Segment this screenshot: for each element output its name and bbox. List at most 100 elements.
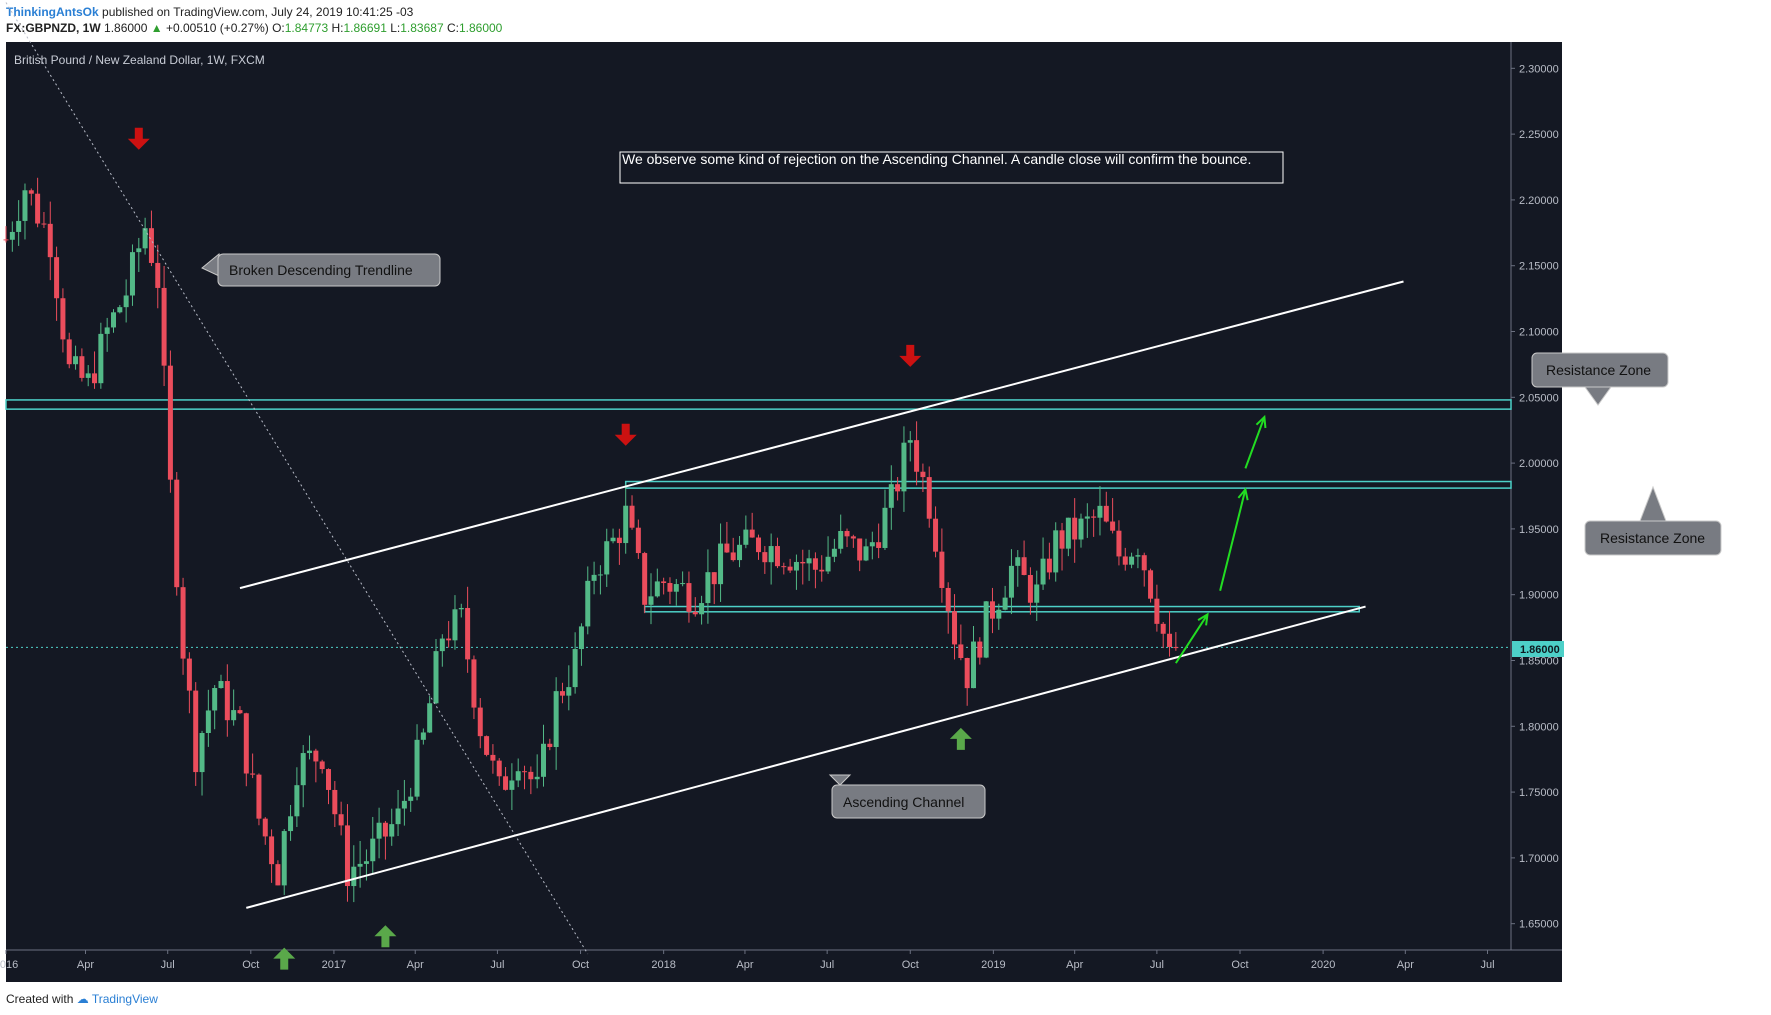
candle-body (869, 542, 875, 547)
time-tick-label: Jul (1480, 959, 1494, 971)
candle-body (1148, 570, 1154, 599)
candle-body (28, 190, 34, 194)
candle-body (876, 542, 882, 548)
candle-body (142, 228, 148, 249)
candle-body (793, 561, 799, 571)
time-tick-label: Oct (902, 959, 919, 971)
note-text-wrap: We observe some kind of rejection on the… (622, 152, 1251, 166)
time-axis[interactable]: 2016 Apr Jul Oct 2017 Apr Jul Oct 2018 Apr Jul Oct 2… (0, 950, 1495, 971)
candle-body (420, 732, 426, 740)
candle-body (895, 484, 901, 492)
candle-body (1078, 518, 1084, 540)
candle-body (825, 556, 831, 572)
candle-body (578, 626, 584, 650)
candle-body (907, 440, 913, 443)
candle-body (1129, 556, 1135, 565)
candle-body (193, 690, 199, 773)
time-tick-label: 2017 (322, 959, 346, 971)
red-down-arrow-icon (899, 344, 922, 367)
candle-body (186, 658, 192, 691)
candle-body (427, 703, 433, 733)
candle-body (300, 753, 306, 786)
candle-body (711, 572, 717, 585)
candle-body (161, 287, 167, 366)
callout-resistance-zone-2[interactable]: Resistance Zone (1584, 485, 1722, 556)
candle-body (129, 252, 135, 296)
candle-body (199, 733, 205, 773)
candle-body (1103, 505, 1109, 522)
candle-body (1084, 516, 1090, 519)
candle-body (357, 863, 363, 867)
drawings-layer (5, 2, 1404, 955)
price-change: +0.00510 (+0.27%) (165, 21, 269, 35)
high-label: H: (331, 21, 344, 35)
red-down-arrow-icon (127, 127, 150, 150)
candle-body (686, 583, 692, 612)
candle-body (888, 484, 894, 508)
candle-body (774, 546, 780, 567)
chart-title: British Pound / New Zealand Dollar, 1W, … (14, 53, 265, 67)
candle-body (167, 365, 173, 480)
time-tick-label: 2019 (981, 959, 1005, 971)
candle-body (1015, 557, 1021, 566)
candle-body (566, 687, 572, 696)
candle-body (484, 736, 490, 755)
high-value: 1.86691 (343, 21, 387, 35)
candle-body (35, 193, 41, 224)
candle-body (996, 609, 1002, 619)
red-down-arrow-icon (614, 423, 637, 446)
last-price-tag-text: 1.86000 (1520, 644, 1560, 656)
price-tick-label: 2.05000 (1519, 392, 1559, 404)
candle-body (326, 769, 331, 790)
candle-body (1002, 597, 1008, 610)
callout-broken-trendline[interactable]: Broken Descending Trendline (201, 252, 441, 287)
candle-body (60, 298, 66, 340)
callout-ascending-channel[interactable]: Ascending Channel (828, 774, 986, 819)
candle-body (604, 541, 610, 575)
callout-ascending-channel-text: Ascending Channel (843, 794, 964, 810)
candle-body (1154, 598, 1160, 624)
tradingview-link[interactable]: TradingView (91, 992, 158, 1006)
candle-body (1173, 647, 1179, 649)
candle-body (452, 609, 458, 641)
candle-body (629, 505, 635, 528)
candle-body (1008, 565, 1014, 598)
candle-body (667, 583, 673, 592)
candle-body (743, 529, 749, 545)
price-tick-label: 1.65000 (1519, 919, 1559, 931)
candle-body (47, 223, 53, 258)
candle-body (1046, 558, 1052, 573)
candle-body (1135, 555, 1141, 557)
candle-body (559, 691, 565, 696)
green-up-arrow-icon (949, 727, 972, 750)
tradingview-logo-icon[interactable]: ☁ (76, 992, 89, 1006)
candle-body (1072, 517, 1078, 540)
callout-resistance-zone-2-text: Resistance Zone (1600, 530, 1705, 546)
candle-body (496, 760, 502, 777)
candle-body (433, 651, 439, 704)
price-axis[interactable]: 1.65000 1.70000 1.75000 1.80000 1.85000 1.900… (1511, 63, 1559, 931)
callout-resistance-zone-1[interactable]: Resistance Zone (1531, 352, 1669, 406)
price-tick-label: 1.85000 (1519, 655, 1559, 667)
candle-body (477, 707, 483, 737)
candle-body (73, 356, 79, 365)
candle-body (148, 228, 154, 263)
candle-body (1110, 521, 1116, 531)
author-link[interactable]: ThinkingAntsOk (6, 5, 99, 19)
time-tick-label: 2020 (1311, 959, 1335, 971)
candle-body (977, 641, 983, 658)
candle-body (673, 584, 679, 592)
candle-body (212, 688, 218, 711)
time-tick-label: Jul (1150, 959, 1164, 971)
candle-body (1034, 584, 1040, 603)
descending-trendline (5, 2, 589, 955)
candle-body (401, 800, 407, 809)
candle-body (1091, 516, 1097, 518)
candle-body (699, 603, 705, 615)
candle-body (382, 822, 388, 837)
candle-body (414, 739, 420, 797)
open-label: O: (272, 21, 285, 35)
candle-body (857, 538, 863, 561)
price-tick-label: 1.80000 (1519, 721, 1559, 733)
